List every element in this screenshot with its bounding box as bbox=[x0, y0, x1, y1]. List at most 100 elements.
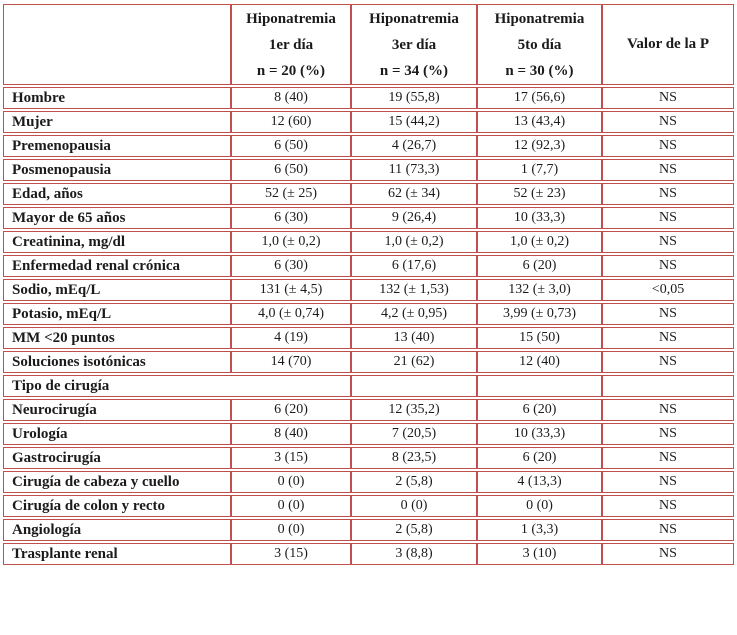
row-label-cell: Tipo de cirugía bbox=[3, 375, 351, 397]
value-cell-d1: 52 (± 25) bbox=[231, 183, 351, 205]
value-cell-d1: 6 (50) bbox=[231, 159, 351, 181]
value-cell-d5: 4 (13,3) bbox=[477, 471, 602, 493]
value-cell-d1: 0 (0) bbox=[231, 519, 351, 541]
value-cell-d5: 15 (50) bbox=[477, 327, 602, 349]
value-cell-d3: 9 (26,4) bbox=[351, 207, 477, 229]
table-row: Mujer 12 (60) 15 (44,2) 13 (43,4) NS bbox=[3, 111, 734, 133]
row-label-cell: Gastrocirugía bbox=[3, 447, 231, 469]
value-cell-d1: 4,0 (± 0,74) bbox=[231, 303, 351, 325]
table-row: Sodio, mEq/L 131 (± 4,5) 132 (± 1,53) 132 (… bbox=[3, 279, 734, 301]
value-cell-p: NS bbox=[602, 447, 734, 469]
hyponatremia-results-table: Hiponatremia 1er día n = 20 (%) Hiponatr… bbox=[3, 2, 734, 567]
value-cell-d1: 131 (± 4,5) bbox=[231, 279, 351, 301]
value-cell-d3: 13 (40) bbox=[351, 327, 477, 349]
value-cell-d3: 62 (± 34) bbox=[351, 183, 477, 205]
row-label-cell: Potasio, mEq/L bbox=[3, 303, 231, 325]
value-cell-d1: 3 (15) bbox=[231, 543, 351, 565]
value-cell-d3: 4 (26,7) bbox=[351, 135, 477, 157]
row-label-cell: Soluciones isotónicas bbox=[3, 351, 231, 373]
value-cell-d5: 12 (92,3) bbox=[477, 135, 602, 157]
value-cell-d1: 0 (0) bbox=[231, 495, 351, 517]
value-cell-d5: 13 (43,4) bbox=[477, 111, 602, 133]
table-row: Potasio, mEq/L 4,0 (± 0,74) 4,2 (± 0,95) 3,… bbox=[3, 303, 734, 325]
value-cell-d3: 7 (20,5) bbox=[351, 423, 477, 445]
value-cell-d5: 6 (20) bbox=[477, 447, 602, 469]
value-cell-p: NS bbox=[602, 471, 734, 493]
header-day1-line3: n = 20 (%) bbox=[256, 62, 326, 79]
value-cell-p bbox=[602, 375, 734, 397]
value-cell-p: NS bbox=[602, 183, 734, 205]
row-label-cell: Mujer bbox=[3, 111, 231, 133]
table-row: Neurocirugía 6 (20) 12 (35,2) 6 (20) NS bbox=[3, 399, 734, 421]
table-row: Cirugía de colon y recto 0 (0) 0 (0) 0 (0) N… bbox=[3, 495, 734, 517]
value-cell-d3: 6 (17,6) bbox=[351, 255, 477, 277]
value-cell-d3: 19 (55,8) bbox=[351, 87, 477, 109]
row-label-cell: Cirugía de cabeza y cuello bbox=[3, 471, 231, 493]
value-cell-d1: 0 (0) bbox=[231, 471, 351, 493]
row-label-cell: Creatinina, mg/dl bbox=[3, 231, 231, 253]
value-cell-d1: 8 (40) bbox=[231, 87, 351, 109]
value-cell-d1: 6 (30) bbox=[231, 255, 351, 277]
value-cell-d1: 6 (20) bbox=[231, 399, 351, 421]
value-cell-d1: 6 (30) bbox=[231, 207, 351, 229]
header-day3-line1: Hiponatremia bbox=[369, 10, 459, 27]
header-day1-line2: 1er día bbox=[268, 36, 314, 53]
value-cell-d5: 132 (± 3,0) bbox=[477, 279, 602, 301]
value-cell-p: NS bbox=[602, 303, 734, 325]
header-row: Hiponatremia 1er día n = 20 (%) Hiponatr… bbox=[3, 4, 734, 85]
row-label-cell: Sodio, mEq/L bbox=[3, 279, 231, 301]
table-row: Soluciones isotónicas 14 (70) 21 (62) 12 (4… bbox=[3, 351, 734, 373]
value-cell-d5: 6 (20) bbox=[477, 399, 602, 421]
value-cell-d5: 17 (56,6) bbox=[477, 87, 602, 109]
header-day5-line3: n = 30 (%) bbox=[505, 62, 574, 79]
value-cell-p: NS bbox=[602, 399, 734, 421]
row-label-cell: Urología bbox=[3, 423, 231, 445]
row-label-cell: Cirugía de colon y recto bbox=[3, 495, 231, 517]
value-cell-d3: 132 (± 1,53) bbox=[351, 279, 477, 301]
value-cell-d5 bbox=[477, 375, 602, 397]
value-cell-d3: 11 (73,3) bbox=[351, 159, 477, 181]
header-cell-day3: Hiponatremia 3er día n = 34 (%) bbox=[351, 4, 477, 85]
row-label-cell: Enfermedad renal crónica bbox=[3, 255, 231, 277]
value-cell-p: NS bbox=[602, 231, 734, 253]
row-label-cell: Angiología bbox=[3, 519, 231, 541]
row-label-cell: Premenopausia bbox=[3, 135, 231, 157]
row-label-cell: Edad, años bbox=[3, 183, 231, 205]
table-row: Angiología 0 (0) 2 (5,8) 1 (3,3) NS bbox=[3, 519, 734, 541]
header-day5-line2: 5to día bbox=[517, 36, 562, 53]
value-cell-p: NS bbox=[602, 255, 734, 277]
value-cell-d3: 1,0 (± 0,2) bbox=[351, 231, 477, 253]
header-cell-day5: Hiponatremia 5to día n = 30 (%) bbox=[477, 4, 602, 85]
value-cell-p: NS bbox=[602, 207, 734, 229]
row-label-cell: Mayor de 65 años bbox=[3, 207, 231, 229]
value-cell-p: NS bbox=[602, 351, 734, 373]
value-cell-d5: 10 (33,3) bbox=[477, 207, 602, 229]
table-row: Trasplante renal 3 (15) 3 (8,8) 3 (10) NS bbox=[3, 543, 734, 565]
value-cell-p: NS bbox=[602, 87, 734, 109]
table-row: Enfermedad renal crónica 6 (30) 6 (17,6) 6 … bbox=[3, 255, 734, 277]
value-cell-p: NS bbox=[602, 519, 734, 541]
row-label-cell: Hombre bbox=[3, 87, 231, 109]
value-cell-d3: 21 (62) bbox=[351, 351, 477, 373]
table-row: Hombre 8 (40) 19 (55,8) 17 (56,6) NS bbox=[3, 87, 734, 109]
value-cell-d3: 3 (8,8) bbox=[351, 543, 477, 565]
table-row: Premenopausia 6 (50) 4 (26,7) 12 (92,3) NS bbox=[3, 135, 734, 157]
value-cell-d1: 6 (50) bbox=[231, 135, 351, 157]
value-cell-d5: 10 (33,3) bbox=[477, 423, 602, 445]
table-header: Hiponatremia 1er día n = 20 (%) Hiponatr… bbox=[3, 4, 734, 85]
value-cell-d3: 8 (23,5) bbox=[351, 447, 477, 469]
value-cell-d5: 3,99 (± 0,73) bbox=[477, 303, 602, 325]
table-row: Creatinina, mg/dl 1,0 (± 0,2) 1,0 (± 0,2) 1… bbox=[3, 231, 734, 253]
value-cell-d5: 3 (10) bbox=[477, 543, 602, 565]
section-row: Tipo de cirugía bbox=[3, 375, 734, 397]
value-cell-p: NS bbox=[602, 159, 734, 181]
value-cell-p: NS bbox=[602, 135, 734, 157]
value-cell-d3: 12 (35,2) bbox=[351, 399, 477, 421]
value-cell-d3: 0 (0) bbox=[351, 495, 477, 517]
value-cell-d1: 3 (15) bbox=[231, 447, 351, 469]
row-label-cell: MM <20 puntos bbox=[3, 327, 231, 349]
header-day5-line1: Hiponatremia bbox=[494, 10, 585, 27]
header-day3-line2: 3er día bbox=[391, 36, 437, 53]
value-cell-d5: 1,0 (± 0,2) bbox=[477, 231, 602, 253]
